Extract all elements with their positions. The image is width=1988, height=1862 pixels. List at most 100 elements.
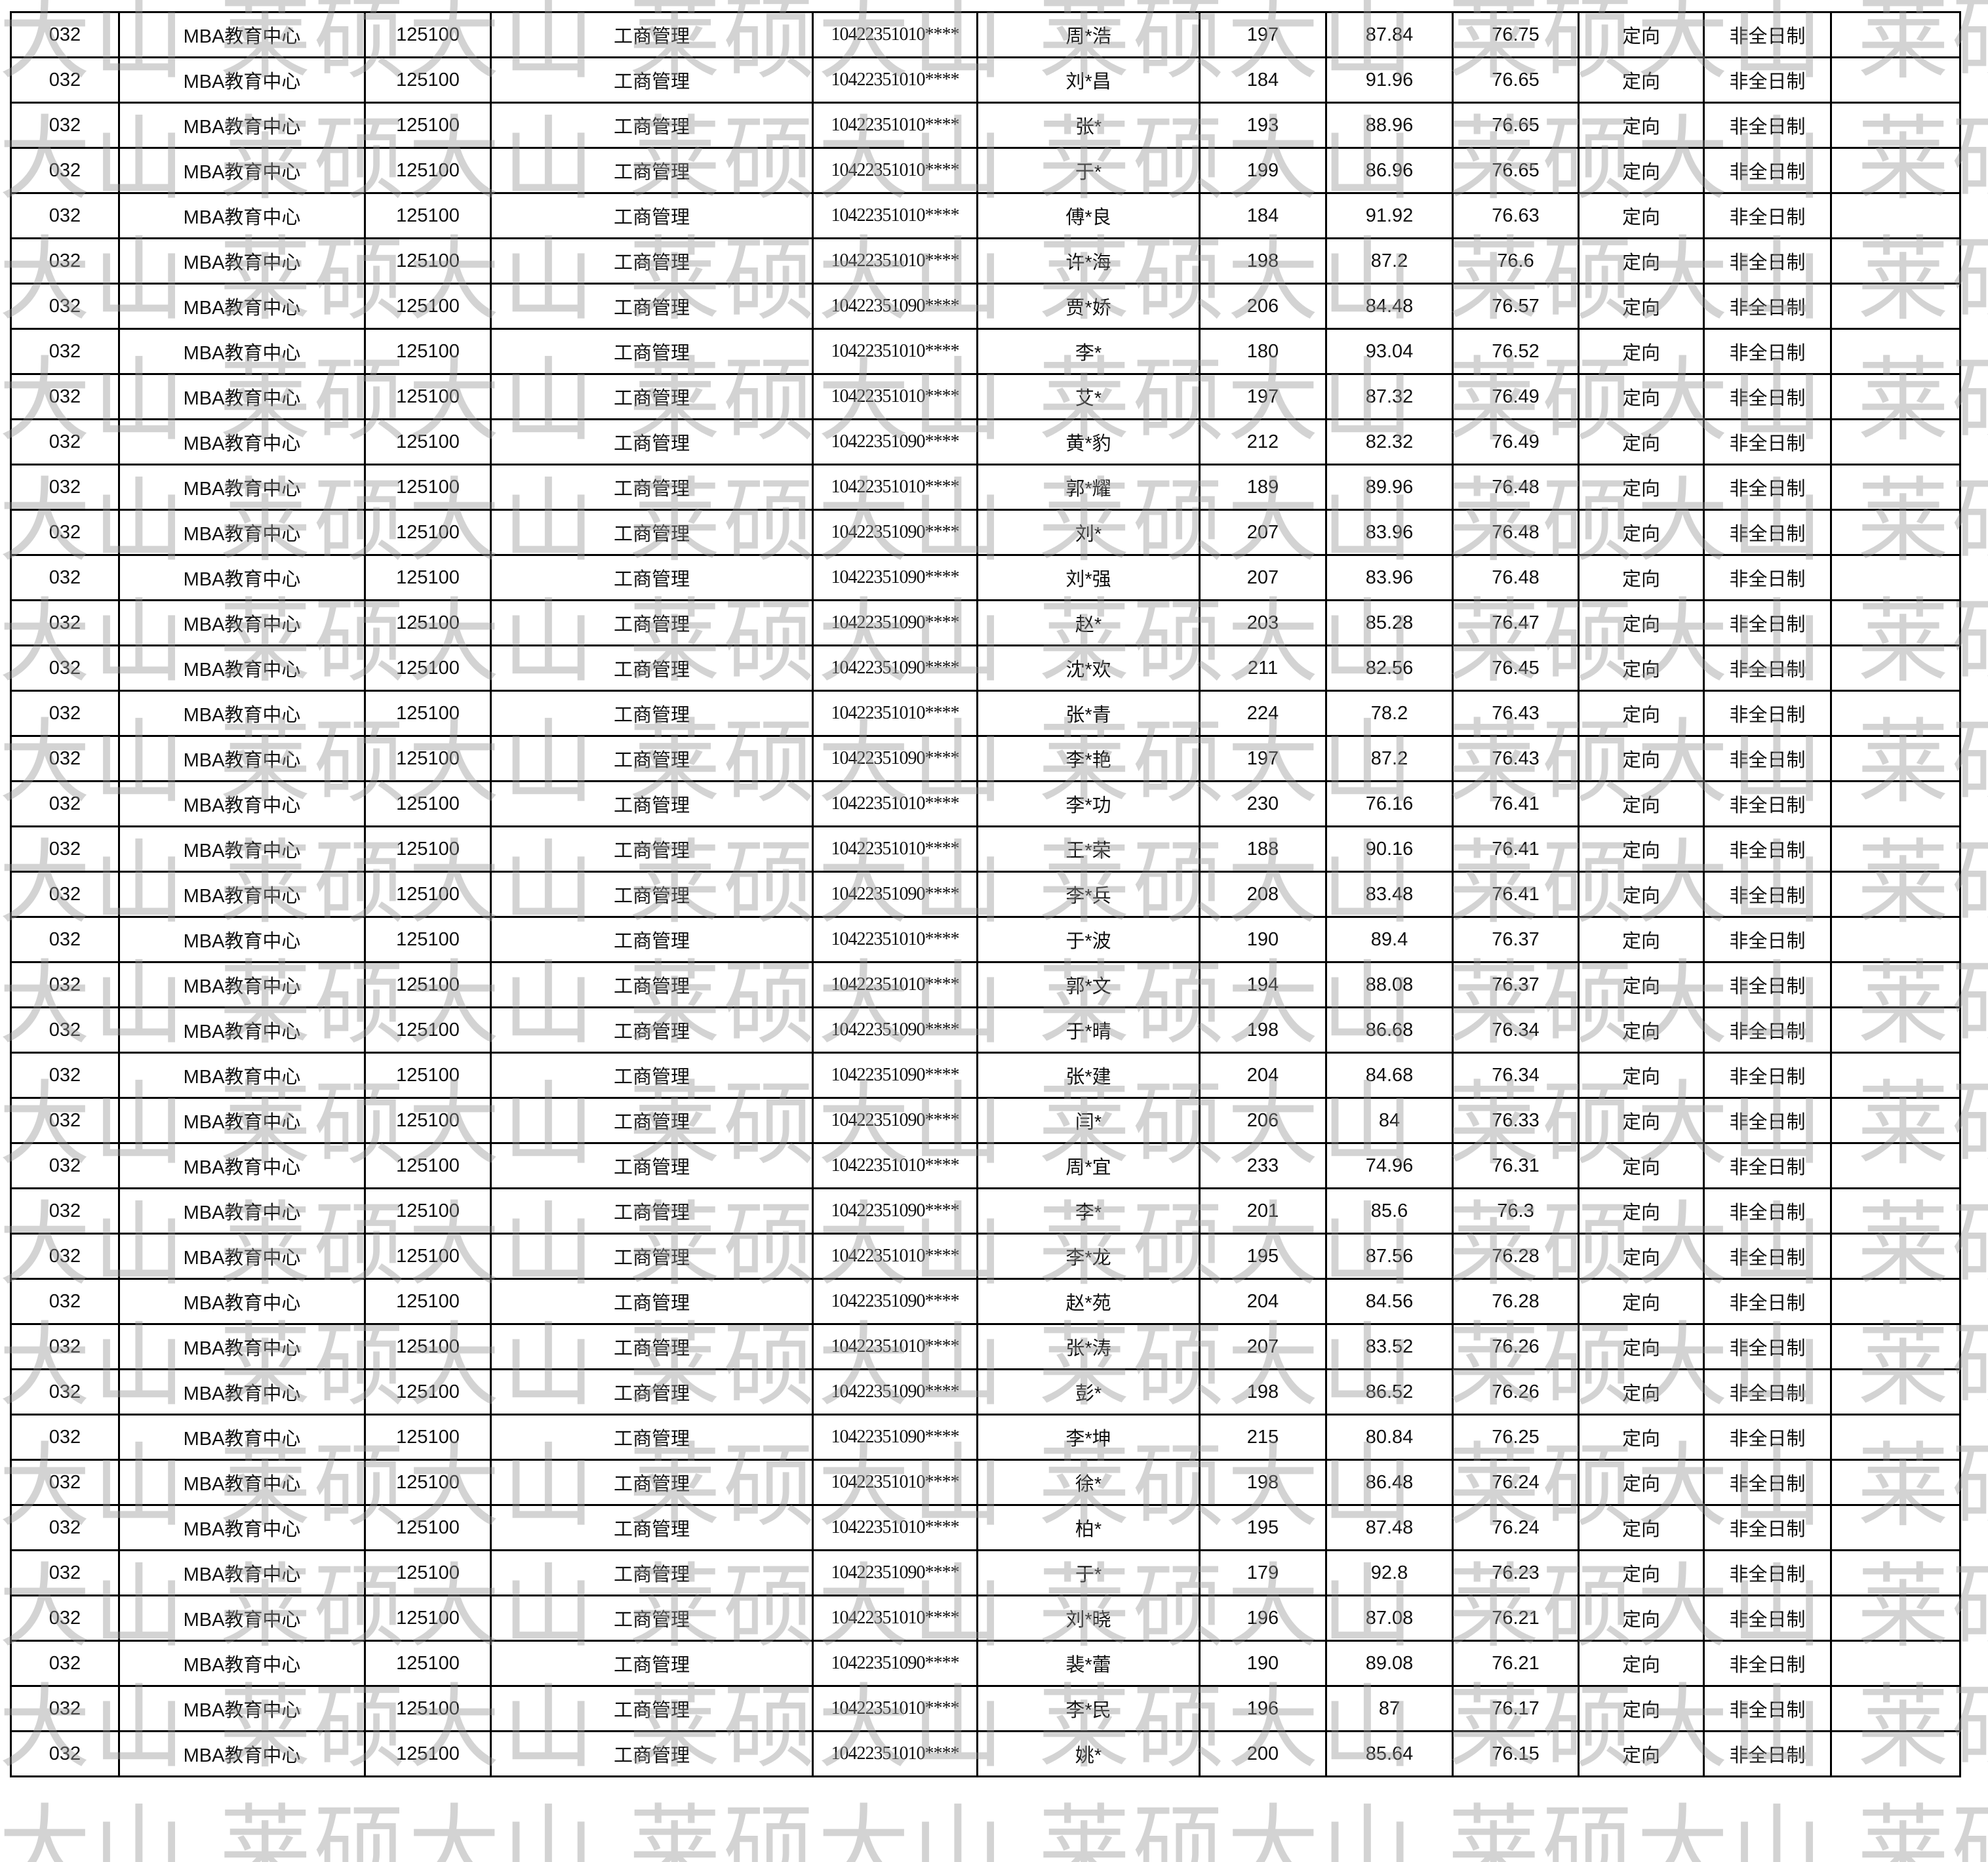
cell-major-code: 125100 (364, 1368, 492, 1416)
cell-type: 定向 (1578, 237, 1705, 285)
cell-exam-id: 10422351090**** (812, 418, 978, 466)
cell-total-score: 76.75 (1452, 11, 1580, 58)
cell-dept: MBA教育中心 (118, 1052, 366, 1099)
cell-dept: MBA教育中心 (118, 1142, 366, 1189)
cell-study-mode: 非全日制 (1703, 11, 1832, 58)
cell-study-mode: 非全日制 (1703, 102, 1832, 149)
cell-retest-score: 87 (1325, 1685, 1454, 1732)
cell-retest-score: 89.4 (1325, 916, 1454, 963)
cell-initial-score: 184 (1199, 192, 1327, 239)
cell-exam-id: 10422351090**** (812, 1052, 978, 1099)
cell-type: 定向 (1578, 1595, 1705, 1642)
table-row: 032 MBA教育中心 125100 工商管理 10422351090**** 李*坤 21… (10, 1414, 1961, 1461)
cell-exam-id: 10422351090**** (812, 1640, 978, 1687)
cell-major: 工商管理 (490, 56, 814, 104)
cell-initial-score: 190 (1199, 1640, 1327, 1687)
cell-dept-code: 032 (10, 509, 120, 556)
cell-remark (1830, 1595, 1961, 1642)
cell-retest-score: 83.96 (1325, 554, 1454, 601)
cell-retest-score: 78.2 (1325, 690, 1454, 737)
cell-dept: MBA教育中心 (118, 1233, 366, 1280)
cell-name: 刘* (976, 509, 1201, 556)
cell-study-mode: 非全日制 (1703, 464, 1832, 511)
cell-initial-score: 194 (1199, 961, 1327, 1008)
cell-dept: MBA教育中心 (118, 1368, 366, 1416)
cell-dept: MBA教育中心 (118, 1414, 366, 1461)
cell-major-code: 125100 (364, 192, 492, 239)
cell-study-mode: 非全日制 (1703, 1595, 1832, 1642)
cell-total-score: 76.48 (1452, 464, 1580, 511)
cell-name: 刘*晓 (976, 1595, 1201, 1642)
cell-dept: MBA教育中心 (118, 56, 366, 104)
cell-dept-code: 032 (10, 644, 120, 692)
cell-study-mode: 非全日制 (1703, 192, 1832, 239)
cell-type: 定向 (1578, 1233, 1705, 1280)
cell-retest-score: 90.16 (1325, 825, 1454, 873)
cell-type: 定向 (1578, 509, 1705, 556)
cell-major-code: 125100 (364, 1052, 492, 1099)
cell-retest-score: 87.48 (1325, 1504, 1454, 1551)
table-row: 032 MBA教育中心 125100 工商管理 10422351010**** 张* 193… (10, 102, 1961, 149)
cell-major-code: 125100 (364, 1097, 492, 1144)
cell-remark (1830, 1640, 1961, 1687)
cell-name: 赵* (976, 599, 1201, 646)
cell-dept-code: 032 (10, 283, 120, 330)
cell-major: 工商管理 (490, 1006, 814, 1054)
cell-dept: MBA教育中心 (118, 1187, 366, 1235)
cell-major-code: 125100 (364, 1323, 492, 1370)
cell-exam-id: 10422351010**** (812, 1595, 978, 1642)
cell-retest-score: 86.48 (1325, 1459, 1454, 1506)
cell-major: 工商管理 (490, 644, 814, 692)
cell-major: 工商管理 (490, 464, 814, 511)
cell-total-score: 76.41 (1452, 780, 1580, 827)
cell-type: 定向 (1578, 147, 1705, 194)
cell-initial-score: 208 (1199, 871, 1327, 918)
cell-dept-code: 032 (10, 1459, 120, 1506)
cell-major-code: 125100 (364, 283, 492, 330)
cell-total-score: 76.26 (1452, 1323, 1580, 1370)
cell-initial-score: 190 (1199, 916, 1327, 963)
cell-initial-score: 198 (1199, 237, 1327, 285)
table-row: 032 MBA教育中心 125100 工商管理 10422351090**** 于* 179… (10, 1549, 1961, 1596)
cell-initial-score: 196 (1199, 1595, 1327, 1642)
cell-remark (1830, 1052, 1961, 1099)
cell-major-code: 125100 (364, 509, 492, 556)
cell-study-mode: 非全日制 (1703, 1006, 1832, 1054)
cell-dept-code: 032 (10, 1187, 120, 1235)
cell-exam-id: 10422351090**** (812, 1187, 978, 1235)
cell-exam-id: 10422351090**** (812, 644, 978, 692)
table-row: 032 MBA教育中心 125100 工商管理 10422351010**** 许*海 19… (10, 237, 1961, 285)
cell-type: 定向 (1578, 283, 1705, 330)
cell-remark (1830, 418, 1961, 466)
cell-name: 沈*欢 (976, 644, 1201, 692)
cell-initial-score: 233 (1199, 1142, 1327, 1189)
cell-study-mode: 非全日制 (1703, 1323, 1832, 1370)
table-row: 032 MBA教育中心 125100 工商管理 10422351010**** 李*功 23… (10, 780, 1961, 827)
cell-total-score: 76.43 (1452, 690, 1580, 737)
table-row: 032 MBA教育中心 125100 工商管理 10422351090**** 李*艳 19… (10, 735, 1961, 782)
cell-study-mode: 非全日制 (1703, 554, 1832, 601)
cell-remark (1830, 1142, 1961, 1189)
cell-major: 工商管理 (490, 1414, 814, 1461)
cell-study-mode: 非全日制 (1703, 283, 1832, 330)
cell-initial-score: 197 (1199, 373, 1327, 420)
cell-total-score: 76.21 (1452, 1595, 1580, 1642)
cell-major-code: 125100 (364, 1595, 492, 1642)
cell-dept-code: 032 (10, 1278, 120, 1325)
table-row: 032 MBA教育中心 125100 工商管理 10422351010**** 刘*昌 18… (10, 56, 1961, 104)
cell-type: 定向 (1578, 871, 1705, 918)
cell-total-score: 76.41 (1452, 825, 1580, 873)
cell-remark (1830, 147, 1961, 194)
cell-name: 李* (976, 1187, 1201, 1235)
cell-dept-code: 032 (10, 871, 120, 918)
cell-study-mode: 非全日制 (1703, 1414, 1832, 1461)
table-row: 032 MBA教育中心 125100 工商管理 10422351010**** 李* 180… (10, 328, 1961, 375)
cell-retest-score: 84.68 (1325, 1052, 1454, 1099)
cell-major-code: 125100 (364, 1278, 492, 1325)
cell-total-score: 76.24 (1452, 1459, 1580, 1506)
cell-retest-score: 82.32 (1325, 418, 1454, 466)
cell-name: 周*宜 (976, 1142, 1201, 1189)
cell-retest-score: 91.96 (1325, 56, 1454, 104)
cell-name: 李*兵 (976, 871, 1201, 918)
cell-study-mode: 非全日制 (1703, 1142, 1832, 1189)
